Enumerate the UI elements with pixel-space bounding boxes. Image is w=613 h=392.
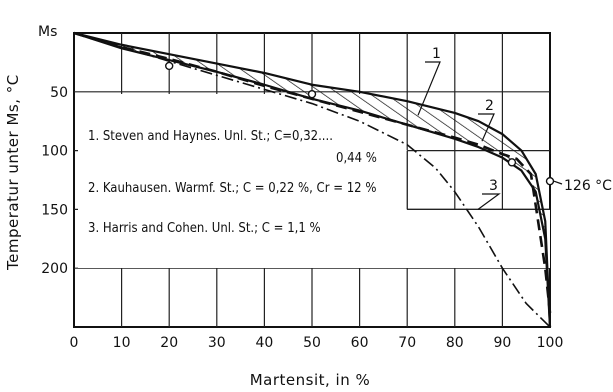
leader-line-3	[477, 193, 501, 210]
leader-line-1	[417, 61, 441, 116]
x-tick-label: 40	[255, 335, 273, 351]
x-tick-label: 100	[537, 335, 564, 351]
y-tick-label: 200	[41, 261, 68, 277]
x-tick-label: 60	[351, 335, 369, 351]
data-point-marker	[507, 158, 517, 167]
x-tick-label: 30	[208, 335, 226, 351]
y-tick-label: 150	[41, 202, 68, 218]
series-2-line	[73, 31, 552, 314]
series-layer	[73, 31, 563, 328]
x-tick-label: 90	[493, 335, 511, 351]
leader-line-2	[478, 113, 495, 142]
x-axis-label: Martensit, in %	[250, 371, 371, 389]
x-tick-label: 50	[303, 335, 321, 351]
x-tick-label: 70	[398, 335, 416, 351]
legend-panel	[78, 94, 550, 268]
series-1-upper-line	[73, 31, 552, 328]
legend-entry-2: 2. Kauhausen. Warmf. St.; C = 0,22 %, Cr…	[88, 181, 376, 196]
series-label-1: 1	[432, 46, 441, 62]
y-tick-label: 100	[41, 144, 68, 160]
series-label-2: 2	[485, 98, 494, 114]
series-3-line	[73, 32, 551, 328]
x-tick-label: 10	[113, 335, 131, 351]
y-tick-label: 50	[50, 85, 68, 101]
annotation-126: 126 °C	[564, 178, 612, 194]
y-axis-top-label: Ms	[38, 24, 57, 40]
y-axis-label: Temperatur unter Ms, °C	[4, 74, 22, 271]
data-point-marker	[164, 61, 174, 71]
data-point-marker	[545, 176, 555, 186]
x-tick-label: 0	[70, 335, 79, 351]
series-label-3: 3	[489, 178, 498, 194]
data-point-marker	[307, 89, 317, 99]
x-tick-label: 80	[446, 335, 464, 351]
legend-entry-1: 1. Steven and Haynes. Unl. St.; C=0,32..…	[88, 129, 333, 144]
legend-entry-3: 3. Harris and Cohen. Unl. St.; C = 1,1 %	[88, 221, 321, 236]
axes: 0 10 20 30 40 50 60 70 80 90 100 50 100 150 200	[41, 85, 563, 351]
x-tick-label: 20	[160, 335, 178, 351]
leader-line-126	[553, 180, 563, 185]
legend-entry-1-cont: 0,44 %	[336, 151, 377, 166]
